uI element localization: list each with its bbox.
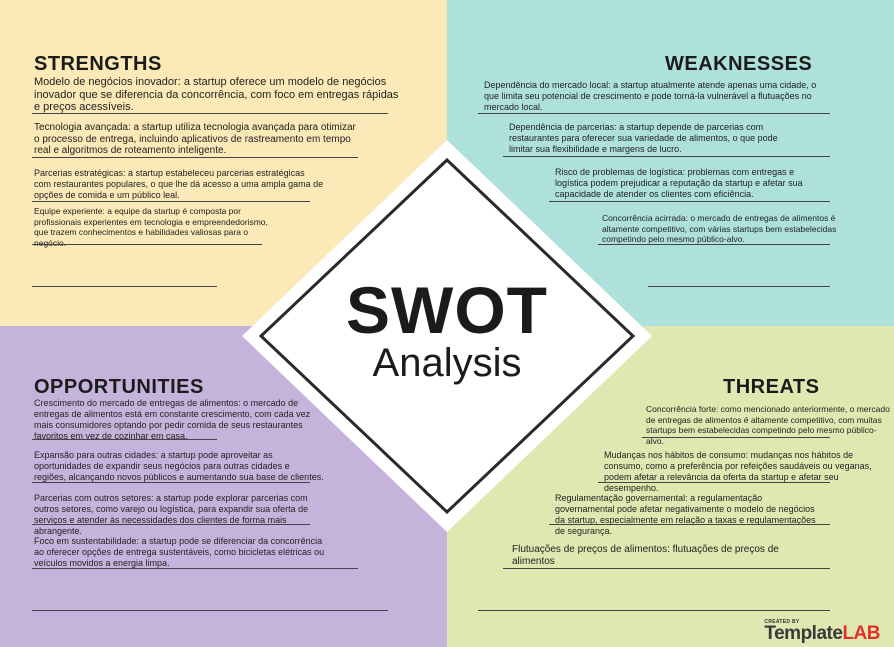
logo-created-by: CREATED BY: [764, 619, 800, 625]
strengths-item-3: Parcerias estratégicas: a startup estabe…: [34, 168, 324, 200]
divider: [503, 156, 830, 157]
divider: [549, 524, 830, 525]
divider: [32, 201, 310, 202]
threats-item-2: Mudanças nos hábitos de consumo: mudança…: [604, 450, 872, 493]
divider: [503, 568, 830, 569]
divider: [32, 524, 310, 525]
logo-lab-text: LAB: [842, 623, 880, 644]
divider: [598, 244, 830, 245]
strengths-item-4: Equipe experiente: a equipe da startup é…: [34, 206, 268, 248]
divider: [549, 201, 830, 202]
center-diamond: [237, 135, 657, 555]
divider: [598, 482, 830, 483]
weaknesses-title: WEAKNESSES: [665, 53, 813, 75]
weaknesses-item-2: Dependência de parcerias: a startup depe…: [509, 122, 778, 154]
divider: [32, 439, 217, 440]
swot-title: SWOT: [346, 273, 548, 347]
weaknesses-item-1: Dependência do mercado local: a startup …: [484, 80, 817, 112]
strengths-title: STRENGTHS: [34, 53, 162, 75]
divider: [478, 610, 830, 611]
opportunities-title: OPPORTUNITIES: [34, 376, 204, 398]
opportunities-item-3: Parcerias com outros setores: a startup …: [34, 493, 309, 536]
divider: [32, 286, 217, 287]
divider: [648, 286, 830, 287]
opportunities-item-1: Crescimento do mercado de entregas de al…: [34, 398, 311, 441]
templatelab-logo: CREATED BY TemplateLAB: [764, 619, 880, 643]
logo-wordmark: TemplateLAB: [764, 623, 880, 644]
threats-title: THREATS: [723, 376, 820, 398]
opportunities-item-2: Expansão para outras cidades: a startup …: [34, 450, 324, 482]
threats-item-3: Regulamentação governamental: a regulame…: [555, 493, 816, 536]
divider: [32, 244, 262, 245]
divider: [32, 568, 358, 569]
weaknesses-item-3: Risco de problemas de logística: problem…: [555, 167, 803, 199]
strengths-item-2: Tecnologia avançada: a startup utiliza t…: [34, 122, 356, 156]
threats-item-1: Concorrência forte: como mencionado ante…: [646, 404, 890, 446]
divider: [32, 113, 388, 114]
logo-template-text: Template: [764, 623, 843, 644]
weaknesses-item-4: Concorrência acirrada: o mercado de entr…: [602, 213, 837, 244]
divider: [32, 482, 310, 483]
divider: [32, 157, 358, 158]
opportunities-item-4: Foco em sustentabilidade: a startup pode…: [34, 536, 325, 568]
swot-subtitle: Analysis: [372, 341, 522, 385]
divider: [32, 610, 388, 611]
divider: [478, 113, 830, 114]
divider: [642, 437, 830, 438]
strengths-item-1: Modelo de negócios inovador: a startup o…: [34, 76, 399, 113]
threats-item-4: Flutuações de preços de alimentos: flutu…: [512, 544, 779, 567]
